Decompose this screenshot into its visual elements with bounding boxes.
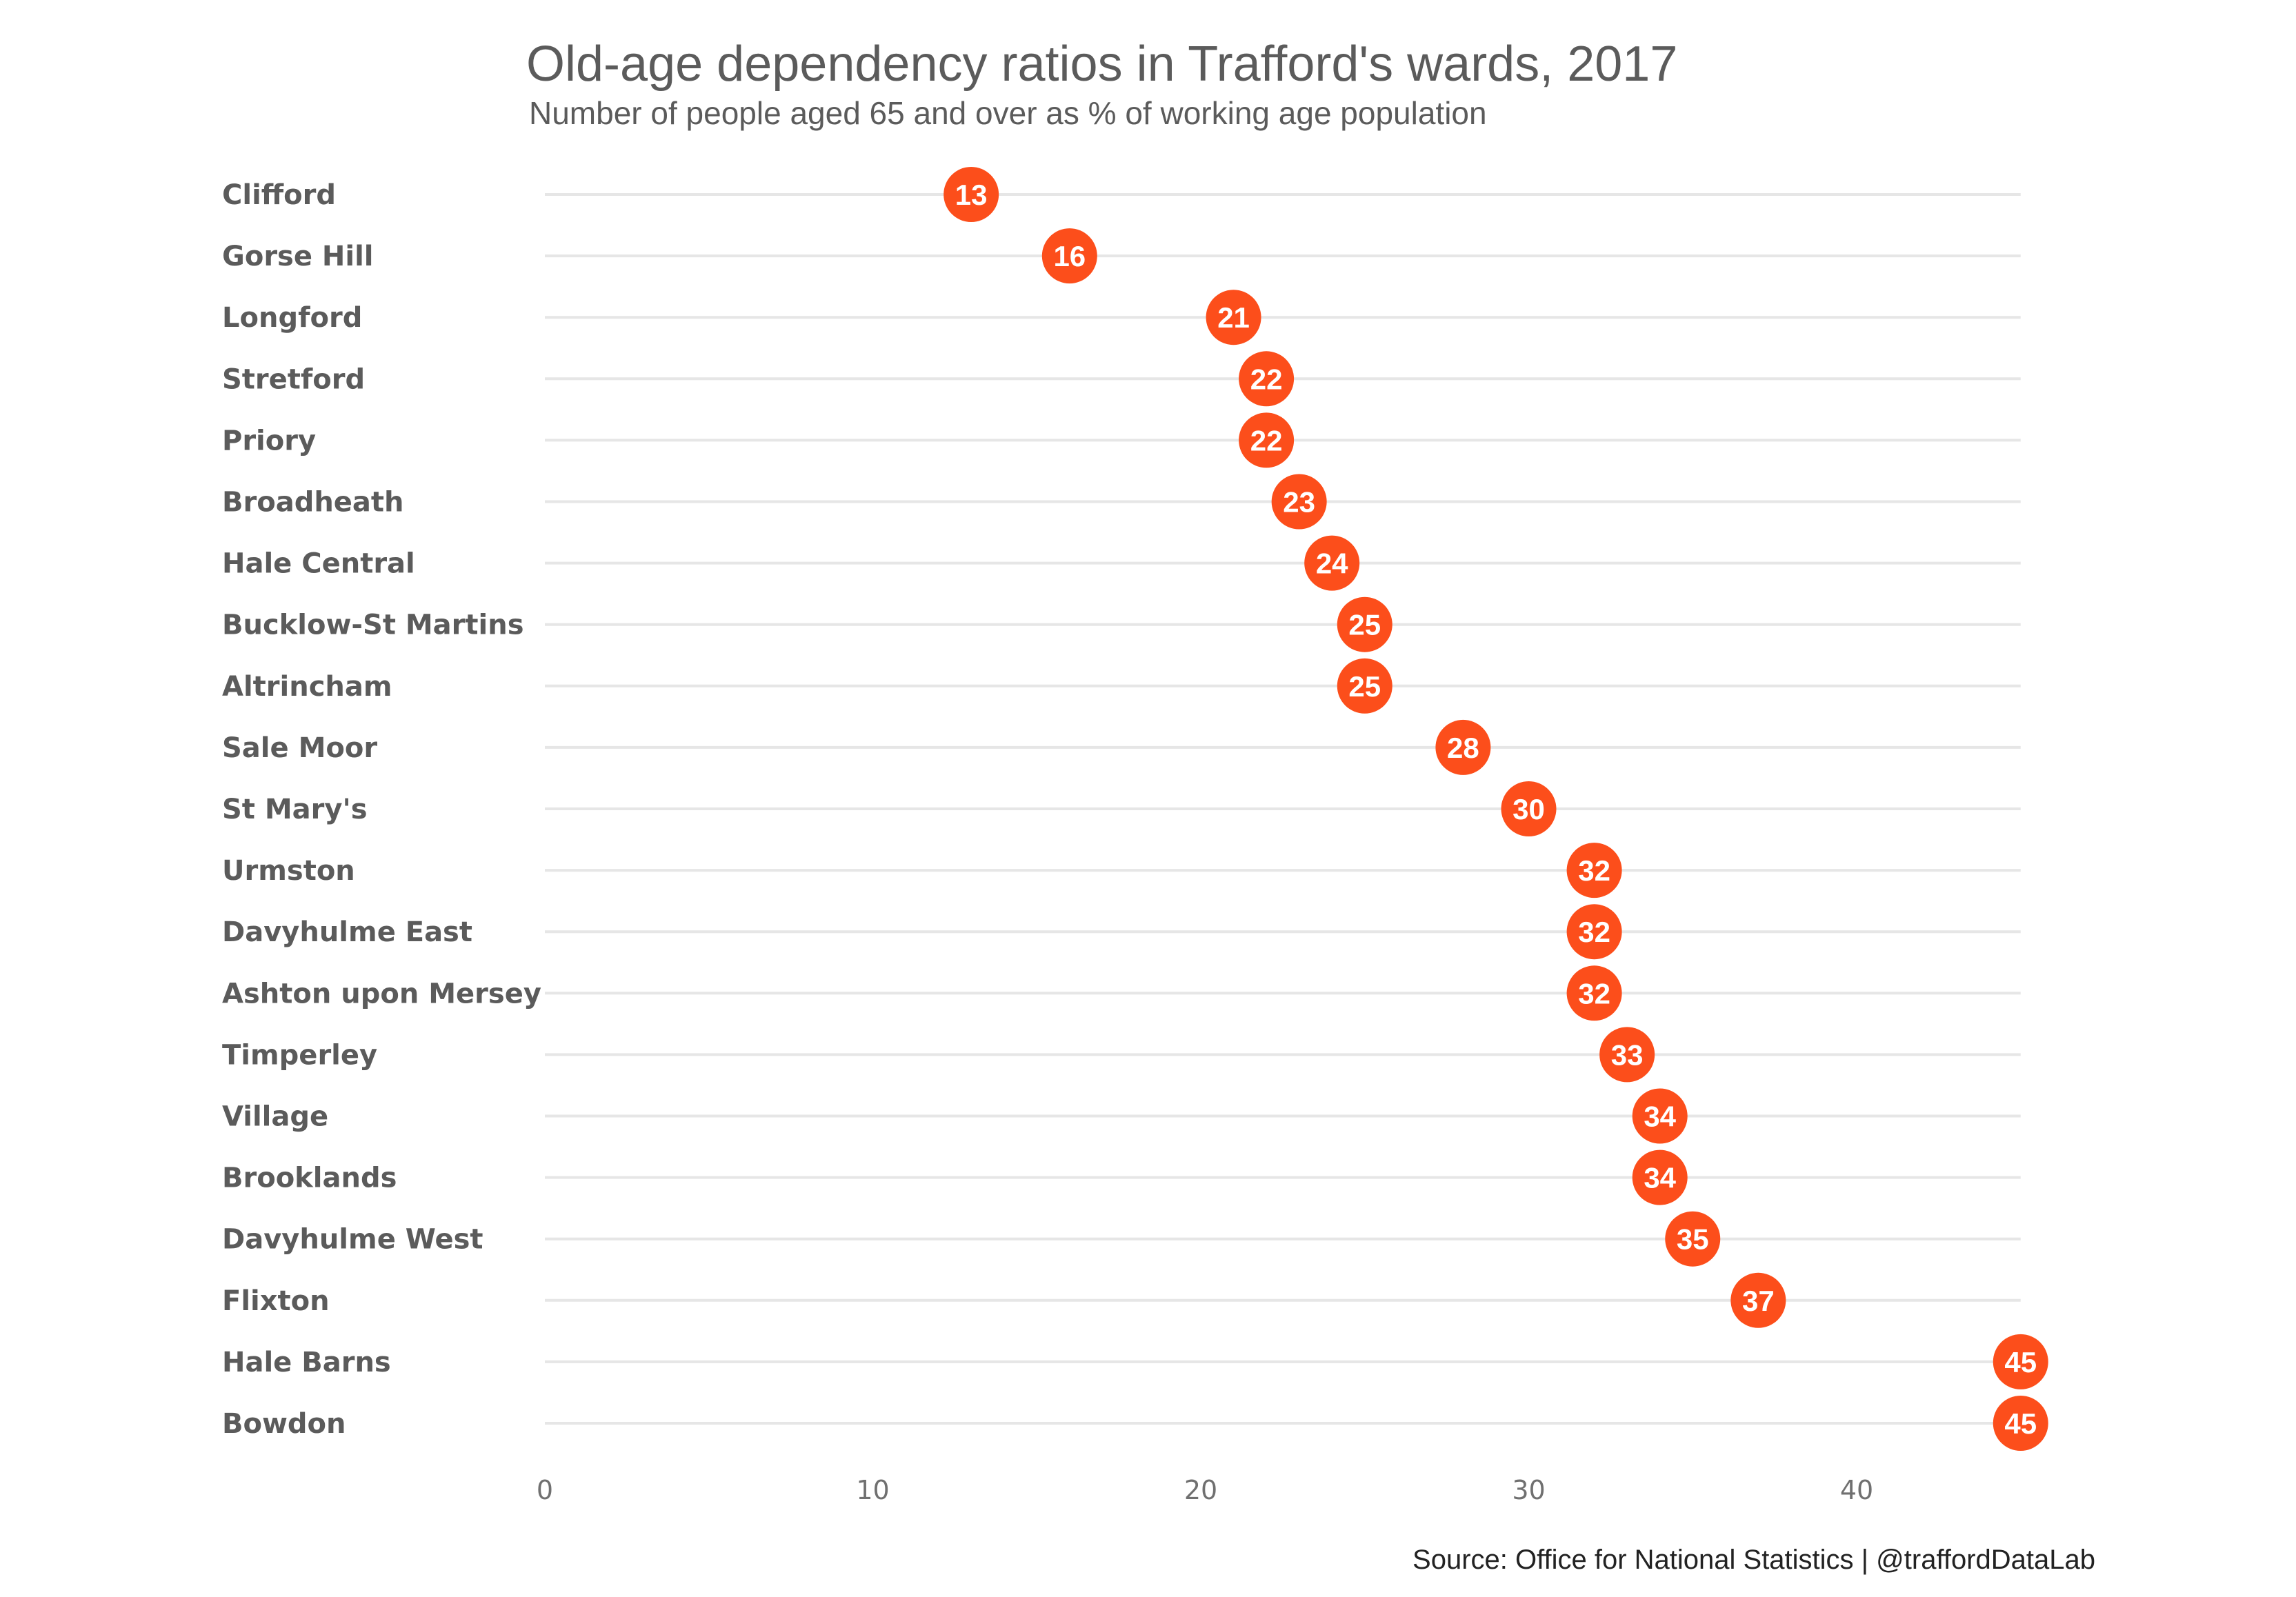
data-point	[944, 167, 999, 222]
category-label: St Mary's	[222, 794, 368, 825]
row-gorse-hill: Gorse Hill 16	[222, 228, 2021, 284]
category-label: Timperley	[222, 1039, 377, 1071]
row-st-mary-s: St Mary's 30	[222, 781, 2021, 836]
data-label: 32	[1578, 916, 1610, 948]
data-label: 30	[1513, 793, 1545, 825]
row-timperley: Timperley 33	[222, 1027, 2021, 1083]
row-village: Village 34	[222, 1088, 2021, 1144]
category-label: Ashton upon Mersey	[222, 978, 541, 1010]
data-point	[1435, 719, 1491, 775]
row-urmston: Urmston 32	[222, 843, 2021, 898]
chart-rows: Clifford 13 Gorse Hill 16 Longford 21 Stretfor…	[222, 167, 2048, 1451]
data-point	[1271, 474, 1327, 530]
category-label: Clifford	[222, 179, 336, 211]
data-label: 13	[955, 179, 988, 211]
data-point	[1632, 1088, 1688, 1144]
data-label: 22	[1250, 424, 1283, 456]
category-label: Longford	[222, 302, 362, 334]
data-point	[1337, 596, 1392, 652]
category-label: Hale Barns	[222, 1347, 391, 1378]
row-broadheath: Broadheath 23	[222, 474, 2021, 530]
row-clifford: Clifford 13	[222, 167, 2021, 222]
data-point	[1206, 290, 1261, 345]
data-point	[1566, 965, 1622, 1021]
category-label: Village	[222, 1101, 328, 1133]
row-davyhulme-west: Davyhulme West 35	[222, 1211, 2021, 1267]
data-point	[1665, 1211, 1721, 1267]
category-label: Gorse Hill	[222, 241, 374, 272]
category-label: Broadheath	[222, 487, 404, 519]
row-sale-moor: Sale Moor 28	[222, 719, 2021, 775]
x-tick-label: 10	[856, 1475, 889, 1505]
chart-subtitle: Number of people aged 65 and over as % o…	[529, 95, 1487, 131]
row-bowdon: Bowdon 45	[222, 1396, 2048, 1451]
category-label: Altrincham	[222, 671, 392, 703]
x-tick-label: 0	[537, 1475, 553, 1505]
category-label: Davyhulme East	[222, 916, 472, 948]
data-label: 34	[1644, 1101, 1676, 1133]
data-point	[1337, 658, 1392, 714]
row-longford: Longford 21	[222, 290, 2021, 345]
data-point	[1993, 1334, 2048, 1389]
data-point	[1239, 412, 1295, 468]
category-label: Priory	[222, 425, 316, 456]
chart-caption: Source: Office for National Statistics |…	[1412, 1545, 2095, 1575]
chart-title: Old-age dependency ratios in Trafford's …	[526, 37, 1677, 92]
category-label: Sale Moor	[222, 732, 377, 764]
row-altrincham: Altrincham 25	[222, 658, 2021, 714]
category-label: Flixton	[222, 1285, 330, 1317]
data-point	[1304, 535, 1360, 591]
row-flixton: Flixton 37	[222, 1272, 2021, 1328]
data-label: 45	[2004, 1346, 2037, 1378]
category-label: Bowdon	[222, 1408, 346, 1440]
category-label: Stretford	[222, 363, 365, 395]
data-point	[1501, 781, 1557, 836]
data-label: 45	[2004, 1407, 2037, 1440]
x-tick-label: 40	[1840, 1475, 1873, 1505]
data-label: 32	[1578, 977, 1610, 1010]
data-label: 35	[1677, 1223, 1709, 1256]
row-hale-central: Hale Central 24	[222, 535, 2021, 591]
data-label: 28	[1447, 732, 1479, 764]
data-point	[1632, 1149, 1688, 1205]
row-brooklands: Brooklands 34	[222, 1149, 2021, 1205]
data-label: 34	[1644, 1162, 1676, 1194]
row-stretford: Stretford 22	[222, 351, 2021, 407]
category-label: Hale Central	[222, 548, 415, 580]
row-hale-barns: Hale Barns 45	[222, 1334, 2048, 1389]
category-label: Bucklow-St Martins	[222, 610, 524, 641]
data-point	[1041, 228, 1097, 284]
data-point	[1566, 904, 1622, 960]
x-axis: 0 10 20 30 40	[537, 1475, 1873, 1505]
x-tick-label: 20	[1184, 1475, 1217, 1505]
data-point	[1599, 1027, 1655, 1083]
x-tick-label: 30	[1512, 1475, 1545, 1505]
row-ashton-upon-mersey: Ashton upon Mersey 32	[222, 965, 2021, 1021]
data-point	[1566, 843, 1622, 898]
row-bucklow-st-martins: Bucklow-St Martins 25	[222, 596, 2021, 652]
data-label: 21	[1217, 301, 1250, 334]
row-davyhulme-east: Davyhulme East 32	[222, 904, 2021, 960]
data-label: 16	[1053, 240, 1086, 272]
data-label: 25	[1348, 609, 1381, 641]
category-label: Urmston	[222, 855, 355, 887]
data-label: 23	[1283, 486, 1315, 519]
data-point	[1993, 1396, 2048, 1451]
category-label: Davyhulme West	[222, 1224, 483, 1256]
data-point	[1730, 1272, 1786, 1328]
data-label: 32	[1578, 854, 1610, 887]
data-label: 33	[1611, 1038, 1644, 1071]
data-point	[1239, 351, 1295, 407]
row-priory: Priory 22	[222, 412, 2021, 468]
data-label: 24	[1316, 548, 1348, 580]
data-label: 25	[1348, 670, 1381, 703]
data-label: 22	[1250, 363, 1283, 395]
data-label: 37	[1742, 1285, 1775, 1317]
category-label: Brooklands	[222, 1163, 397, 1194]
